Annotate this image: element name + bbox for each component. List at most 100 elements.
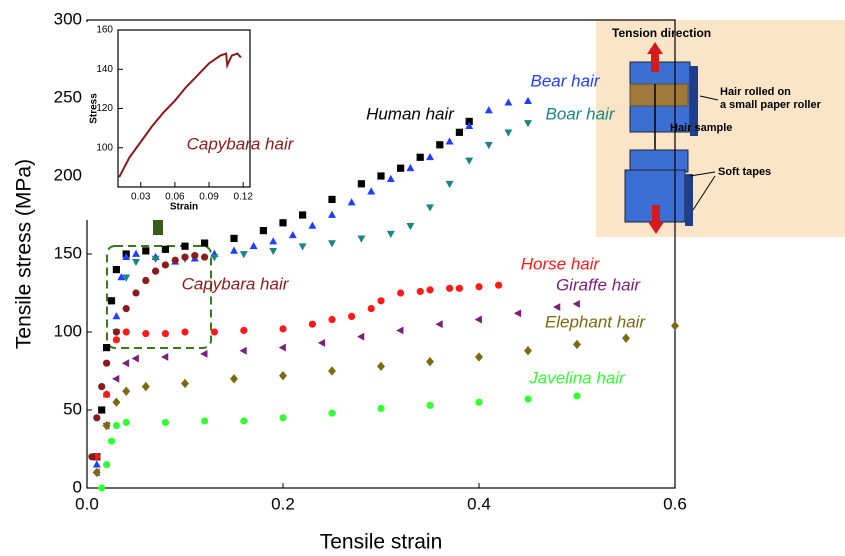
- marker: [524, 120, 532, 127]
- marker: [357, 333, 364, 341]
- series-label: Capybara hair: [187, 134, 295, 153]
- x-tick-label: 0.12: [233, 192, 253, 203]
- marker: [446, 137, 454, 144]
- series-label: Human hair: [366, 104, 455, 123]
- marker: [162, 246, 169, 253]
- y-tick-label: 250: [54, 87, 82, 106]
- series-label: Elephant hair: [545, 312, 647, 331]
- marker: [485, 106, 493, 113]
- marker: [161, 353, 168, 361]
- marker: [108, 438, 115, 445]
- x-tick-label: 0.6: [663, 494, 687, 513]
- marker: [152, 268, 159, 275]
- marker: [504, 129, 512, 136]
- marker: [377, 297, 384, 304]
- x-axis-label: Strain: [170, 202, 198, 213]
- marker: [201, 239, 208, 246]
- marker: [112, 375, 119, 383]
- marker: [328, 240, 336, 247]
- marker: [495, 282, 502, 289]
- y-tick-label: 300: [54, 9, 82, 28]
- y-tick-label: 150: [54, 243, 82, 262]
- marker: [181, 254, 188, 261]
- marker: [397, 165, 404, 172]
- marker: [103, 344, 110, 351]
- marker: [465, 158, 473, 165]
- marker: [98, 383, 105, 390]
- marker: [162, 330, 169, 337]
- y-tick-label: 100: [54, 321, 82, 340]
- x-tick-label: 0.03: [131, 192, 151, 203]
- marker: [377, 362, 385, 371]
- marker: [269, 248, 277, 255]
- marker: [573, 300, 580, 308]
- marker: [358, 180, 365, 187]
- diagram-label: Hair rolled on: [720, 86, 791, 98]
- marker: [377, 172, 384, 179]
- marker: [123, 305, 130, 312]
- series-label: Giraffe hair: [556, 275, 641, 294]
- marker: [191, 252, 198, 259]
- x-tick-label: 0.2: [271, 494, 295, 513]
- marker: [181, 379, 189, 388]
- marker: [426, 402, 433, 409]
- marker: [328, 366, 336, 375]
- marker: [250, 242, 258, 249]
- x-tick-label: 0.09: [199, 192, 219, 203]
- marker: [211, 328, 218, 335]
- marker: [269, 237, 277, 244]
- marker: [357, 236, 365, 243]
- marker: [142, 330, 149, 337]
- marker: [162, 261, 169, 268]
- marker: [426, 286, 433, 293]
- marker: [289, 231, 297, 238]
- marker: [406, 164, 414, 171]
- marker: [524, 395, 531, 402]
- paper-roller: [630, 84, 688, 106]
- marker: [113, 336, 120, 343]
- marker: [387, 231, 395, 238]
- diagram-label: Tension direction: [612, 26, 711, 40]
- marker: [142, 247, 149, 254]
- marker: [348, 313, 355, 320]
- marker: [524, 97, 532, 104]
- marker: [279, 219, 286, 226]
- marker: [201, 417, 208, 424]
- marker: [142, 277, 149, 284]
- marker: [426, 204, 434, 211]
- marker: [112, 312, 120, 319]
- marker: [435, 320, 442, 328]
- marker: [279, 371, 287, 380]
- marker: [181, 328, 188, 335]
- marker: [573, 392, 580, 399]
- x-tick-label: 0.0: [75, 494, 99, 513]
- marker: [514, 309, 521, 317]
- marker: [573, 340, 581, 349]
- marker: [240, 417, 247, 424]
- series-label: Javelina hair: [528, 368, 626, 387]
- marker: [98, 406, 105, 413]
- marker: [239, 347, 246, 355]
- x-axis-label: Tensile strain: [320, 531, 443, 554]
- marker: [446, 285, 453, 292]
- marker: [446, 181, 454, 188]
- marker: [113, 328, 120, 335]
- marker: [328, 196, 335, 203]
- y-tick-label: 200: [54, 165, 82, 184]
- y-axis-label: Stress: [89, 93, 100, 124]
- marker: [524, 346, 532, 355]
- marker: [426, 357, 434, 366]
- marker: [396, 326, 403, 334]
- marker: [132, 355, 139, 363]
- marker: [318, 339, 325, 347]
- marker: [622, 334, 630, 343]
- marker: [98, 484, 105, 491]
- marker: [309, 321, 316, 328]
- marker: [426, 153, 434, 160]
- marker: [475, 399, 482, 406]
- marker: [279, 325, 286, 332]
- marker: [132, 289, 139, 296]
- marker: [112, 398, 120, 407]
- marker: [475, 316, 482, 324]
- marker: [103, 461, 110, 468]
